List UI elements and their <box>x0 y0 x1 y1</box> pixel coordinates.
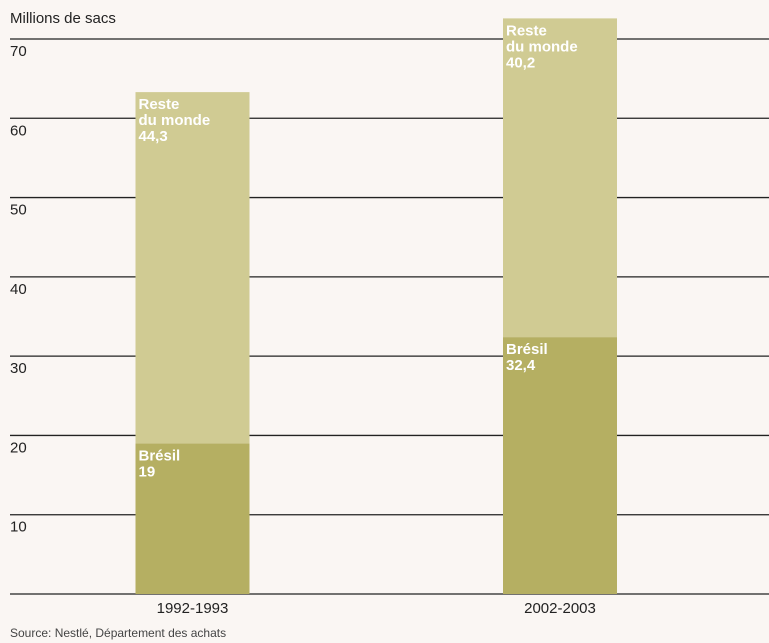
data-label-bresil-1-line0: Brésil <box>506 341 548 358</box>
y-tick-label-70: 70 <box>10 43 27 60</box>
data-label-reste-du-monde-0-line2: 44,3 <box>139 128 168 145</box>
data-label-reste-du-monde-1-line2: 40,2 <box>506 54 535 71</box>
data-label-bresil-1-line1: 32,4 <box>506 357 536 374</box>
data-label-reste-du-monde-1-line0: Reste <box>506 22 547 39</box>
x-category-label-0: 1992-1993 <box>157 600 229 617</box>
bar-reste-du-monde-0 <box>135 92 250 444</box>
data-label-bresil-0-line1: 19 <box>139 463 156 480</box>
y-tick-label-10: 10 <box>10 519 27 536</box>
data-label-bresil-0-line0: Brésil <box>139 447 181 464</box>
bar-reste-du-monde-1 <box>503 18 617 338</box>
y-tick-label-40: 40 <box>10 281 27 298</box>
y-tick-label-20: 20 <box>10 439 27 456</box>
x-category-labels: 1992-1993 2002-2003 <box>157 600 596 617</box>
data-label-reste-du-monde-0-line0: Reste <box>139 96 180 113</box>
data-label-reste-du-monde-0-line1: du monde <box>139 112 211 129</box>
bar-bresil-1 <box>503 337 617 594</box>
data-label-reste-du-monde-1-line1: du monde <box>506 38 578 55</box>
y-tick-labels: 10 20 30 40 50 60 70 <box>10 43 27 536</box>
source-note: Source: Nestlé, Département des achats <box>10 626 227 640</box>
bar-bresil-0 <box>135 443 250 594</box>
y-axis-title: Millions de sacs <box>10 10 116 27</box>
y-tick-label-60: 60 <box>10 122 27 139</box>
y-tick-label-30: 30 <box>10 360 27 377</box>
gridlines <box>10 38 769 595</box>
x-category-label-1: 2002-2003 <box>524 600 596 617</box>
y-tick-label-50: 50 <box>10 202 27 219</box>
